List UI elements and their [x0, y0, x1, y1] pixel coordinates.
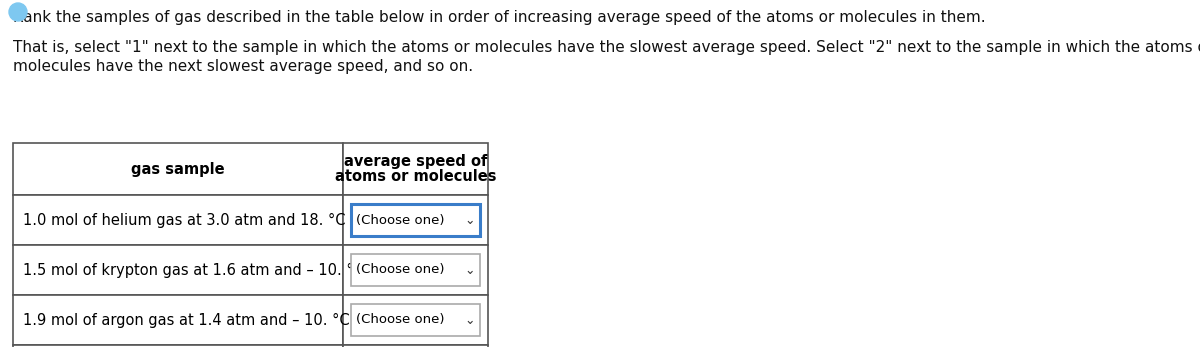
Bar: [13, 245, 343, 295]
Bar: [343, 245, 488, 295]
Text: ⌄: ⌄: [464, 313, 475, 327]
Bar: [13, 195, 343, 245]
Text: gas sample: gas sample: [131, 161, 224, 177]
Bar: [352, 204, 480, 236]
Text: That is, select "1" next to the sample in which the atoms or molecules have the : That is, select "1" next to the sample i…: [13, 40, 1200, 55]
Bar: [13, 295, 343, 345]
Text: (Choose one): (Choose one): [356, 263, 444, 277]
Text: 1.5 mol of krypton gas at 1.6 atm and – 10. °C: 1.5 mol of krypton gas at 1.6 atm and – …: [23, 262, 364, 278]
Bar: [13, 345, 343, 347]
Bar: [343, 195, 488, 245]
Bar: [352, 254, 480, 286]
Text: Rank the samples of gas described in the table below in order of increasing aver: Rank the samples of gas described in the…: [13, 10, 985, 25]
Text: ⌄: ⌄: [464, 213, 475, 227]
Text: 1.0 mol of helium gas at 3.0 atm and 18. °C: 1.0 mol of helium gas at 3.0 atm and 18.…: [23, 212, 346, 228]
Bar: [343, 295, 488, 345]
Text: (Choose one): (Choose one): [356, 213, 444, 227]
Bar: [343, 345, 488, 347]
Text: atoms or molecules: atoms or molecules: [335, 169, 497, 184]
Circle shape: [10, 3, 28, 21]
Text: 1.9 mol of argon gas at 1.4 atm and – 10. °C: 1.9 mol of argon gas at 1.4 atm and – 10…: [23, 313, 349, 328]
Bar: [13, 143, 343, 195]
Bar: [352, 304, 480, 336]
Bar: [343, 143, 488, 195]
Text: (Choose one): (Choose one): [356, 313, 444, 327]
Text: molecules have the next slowest average speed, and so on.: molecules have the next slowest average …: [13, 59, 473, 74]
Text: average speed of: average speed of: [344, 154, 487, 169]
Text: ⌄: ⌄: [464, 263, 475, 277]
